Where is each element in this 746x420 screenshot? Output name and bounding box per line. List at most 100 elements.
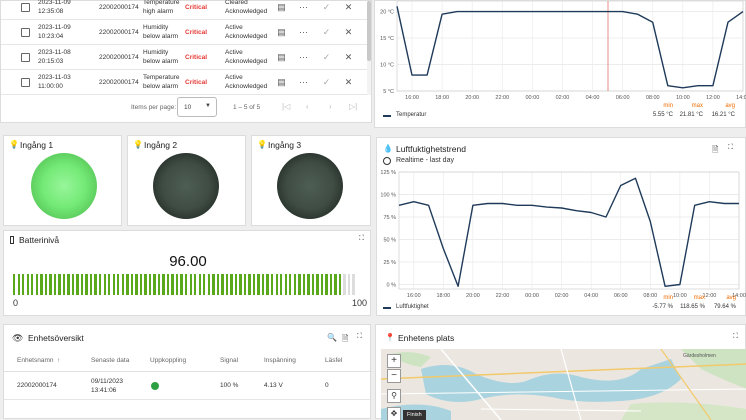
x-tick-label: 06:00	[616, 95, 630, 101]
alarm-status-1: Cleared	[225, 0, 248, 6]
first-page-icon[interactable]: |◁	[282, 102, 291, 111]
battery-segment	[117, 274, 120, 295]
battery-segment	[121, 274, 125, 295]
more-icon[interactable]: ···	[299, 2, 308, 12]
fullscreen-icon[interactable]: ⛶	[357, 333, 362, 340]
alarm-device: 22002000174	[99, 4, 139, 11]
scrollbar[interactable]	[367, 1, 371, 95]
alarm-device: 22002000174	[99, 79, 139, 86]
alarm-rows: 2023-11-09 12:35:08 22002000174 Temperature…	[1, 0, 367, 95]
col-latest-data[interactable]: Senaste data	[91, 357, 130, 364]
prev-page-icon[interactable]: ‹	[306, 102, 309, 111]
col-device-name[interactable]: Enhetsnamn	[17, 357, 54, 364]
acknowledge-icon[interactable]: ✓	[322, 2, 331, 12]
next-page-icon[interactable]: ›	[329, 102, 332, 111]
acknowledge-icon[interactable]: ✓	[322, 52, 331, 62]
comment-icon[interactable]: ▤	[277, 52, 286, 62]
battery-segment	[221, 274, 224, 295]
alarm-type-1: Temperature	[143, 74, 180, 81]
row-checkbox[interactable]	[21, 3, 30, 12]
battery-segment	[343, 274, 346, 295]
alarm-date: 2023-11-09	[38, 24, 71, 31]
battery-segment	[248, 274, 251, 295]
alarm-status-1: Active	[225, 74, 243, 81]
comment-icon[interactable]: ▤	[277, 2, 286, 12]
battery-segment	[58, 274, 61, 295]
x-tick-label: 02:00	[556, 95, 570, 101]
locate-button[interactable]: ⚲	[387, 389, 401, 403]
y-tick-label: 125 %	[380, 170, 396, 176]
comment-icon[interactable]: ▤	[277, 77, 286, 87]
col-voltage[interactable]: Inspänning	[264, 357, 296, 364]
alarm-type-2: high alarm	[143, 8, 174, 15]
zoom-out-button[interactable]: −	[387, 369, 401, 383]
last-page-icon[interactable]: ▷|	[349, 102, 358, 111]
col-read-errors[interactable]: Läsfel	[325, 357, 343, 364]
acknowledge-icon[interactable]: ✓	[322, 77, 331, 87]
more-icon[interactable]: ···	[299, 27, 308, 37]
battery-segment	[298, 274, 301, 295]
col-signal[interactable]: Signal	[220, 357, 239, 364]
items-per-page-select[interactable]: 10 ▼	[177, 97, 217, 117]
battery-segment	[85, 274, 88, 295]
x-tick-label: 08:00	[643, 293, 657, 299]
battery-segment	[243, 274, 247, 295]
alarm-row[interactable]: 2023-11-09 12:35:08 22002000174 Temperature…	[1, 0, 367, 20]
zoom-in-button[interactable]: +	[387, 354, 401, 368]
battery-min: 0	[13, 298, 19, 308]
battery-segment	[275, 274, 278, 295]
col-connection[interactable]: Uppkoppling	[150, 357, 187, 364]
alarm-device: 22002000174	[99, 29, 139, 36]
clear-icon[interactable]: ✕	[344, 52, 353, 62]
alarm-date: 2023-11-08	[38, 49, 71, 56]
input-card-3: 💡 Ingång 3	[251, 135, 371, 226]
x-tick-label: 00:00	[525, 293, 539, 299]
hum-avg-label: avg	[726, 295, 736, 301]
alarm-status-2: Acknowledged	[225, 83, 268, 90]
battery-segment	[284, 274, 287, 295]
map[interactable]: Gärdesholmen + − ⚲ ✥ Finish	[381, 349, 746, 420]
row-checkbox[interactable]	[21, 78, 30, 87]
sort-arrow-up-icon[interactable]: ↑	[57, 357, 61, 364]
voltage-cell: 4.13 V	[264, 382, 283, 389]
battery-icon	[10, 236, 14, 244]
input-lamp-2	[153, 153, 219, 219]
more-icon[interactable]: ···	[299, 52, 308, 62]
comment-icon[interactable]: ▤	[277, 27, 286, 37]
alarm-time: 12:35:08	[38, 8, 64, 15]
clear-icon[interactable]: ✕	[344, 27, 353, 37]
move-button[interactable]: ✥	[387, 407, 401, 420]
alarm-row[interactable]: 2023-11-08 20:15:03 22002000174 Humidity bel…	[1, 45, 367, 70]
battery-segment	[311, 274, 315, 295]
lightbulb-icon: 💡	[9, 140, 19, 149]
battery-segment	[280, 274, 283, 295]
acknowledge-icon[interactable]: ✓	[322, 27, 331, 37]
table-row[interactable]: 22002000174 09/11/2023 13:41:06 100 % 4.…	[4, 372, 372, 400]
temp-min-value: 5.55 °C	[652, 112, 673, 118]
clear-icon[interactable]: ✕	[344, 77, 353, 87]
fullscreen-icon[interactable]: ⛶	[728, 144, 733, 151]
battery-title: Batterinivå	[19, 235, 60, 245]
search-icon[interactable]: 🔍	[327, 333, 337, 342]
download-csv-icon[interactable]: 🗎	[342, 334, 349, 343]
row-checkbox[interactable]	[21, 53, 30, 62]
battery-segment	[162, 274, 165, 295]
y-tick-label: 10 °C	[380, 63, 394, 69]
alarm-row[interactable]: 2023-11-03 11:00:00 22002000174 Temperature…	[1, 70, 367, 95]
battery-segment	[334, 274, 337, 295]
battery-segment	[103, 274, 106, 295]
alarm-row[interactable]: 2023-11-09 10:23:04 22002000174 Humidity bel…	[1, 20, 367, 45]
fullscreen-icon[interactable]: ⛶	[359, 235, 364, 242]
x-tick-label: 04:00	[586, 95, 600, 101]
alarm-status-2: Acknowledged	[225, 8, 268, 15]
fullscreen-icon[interactable]: ⛶	[733, 333, 738, 340]
clear-icon[interactable]: ✕	[344, 2, 353, 12]
battery-segment	[352, 274, 355, 295]
download-csv-icon[interactable]: 🗎	[712, 145, 719, 154]
map-place-label: Gärdesholmen	[683, 353, 716, 359]
more-icon[interactable]: ···	[299, 77, 308, 87]
device-name-cell: 22002000174	[17, 382, 57, 389]
row-checkbox[interactable]	[21, 28, 30, 37]
x-tick-label: 14:00	[736, 95, 746, 101]
y-tick-label: 100 %	[380, 193, 396, 199]
